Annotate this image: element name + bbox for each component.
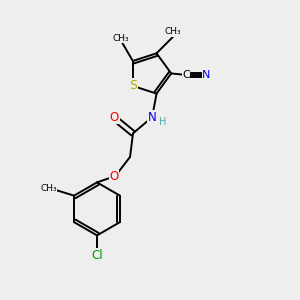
Text: CH₃: CH₃ bbox=[40, 184, 57, 193]
Text: CH₃: CH₃ bbox=[164, 27, 181, 36]
Text: O: O bbox=[110, 111, 119, 124]
Text: Cl: Cl bbox=[91, 249, 103, 262]
Text: N: N bbox=[202, 70, 211, 80]
Text: C: C bbox=[182, 70, 190, 80]
Text: N: N bbox=[148, 111, 157, 124]
Text: S: S bbox=[129, 80, 137, 92]
Text: H: H bbox=[159, 117, 166, 127]
Text: O: O bbox=[109, 169, 119, 183]
Text: CH₃: CH₃ bbox=[113, 34, 129, 43]
